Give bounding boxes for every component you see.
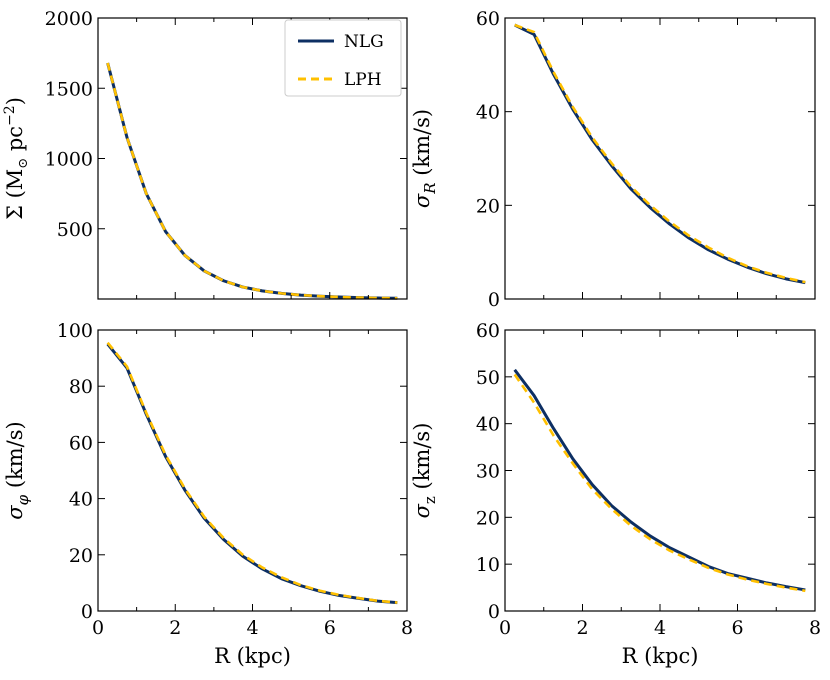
y-tick-label: 20	[476, 195, 500, 217]
y-tick-label: 40	[476, 102, 500, 124]
x-tick-label: 4	[654, 617, 666, 639]
y-tick-label: 0	[488, 289, 500, 311]
x-tick-label: 4	[246, 617, 258, 639]
series-line-lph	[513, 373, 806, 593]
y-tick-label: 0	[81, 601, 93, 623]
y-tick-label: 500	[57, 219, 93, 241]
x-axis-label: R (kpc)	[622, 644, 699, 668]
x-tick-label: 2	[169, 617, 181, 639]
y-tick-label: 60	[476, 320, 500, 342]
plot-frame	[97, 329, 408, 612]
panel-surface-density: 500 1000 1500 2000 Σ (M⊙ pc−2)	[2, 8, 408, 300]
panel-sigma-r: 0 20 40 60 σR (km/s)	[410, 8, 816, 311]
series-line-nlg	[513, 368, 806, 592]
x-tick-label: 6	[731, 617, 743, 639]
plot-frame	[504, 329, 816, 612]
series-line-nlg	[514, 23, 806, 285]
panel-sigma-z: 0 2 4 6 8 0 10 20 30 40 50 60 R (kpc) σz (km/s)	[410, 320, 821, 668]
x-tick-label: 8	[401, 617, 413, 639]
y-axis-label: σR (km/s)	[410, 109, 439, 208]
series-line-lph	[514, 23, 806, 284]
y-tick-label: 0	[488, 601, 500, 623]
x-tick-label: 0	[499, 617, 511, 639]
legend-label-nlg: NLG	[344, 32, 384, 52]
series-line-nlg	[106, 62, 398, 300]
y-axis-label: σφ (km/s)	[3, 421, 32, 519]
x-tick-label: 6	[324, 617, 336, 639]
y-tick-label: 10	[476, 554, 500, 576]
series-line-lph	[106, 62, 398, 300]
y-axis-label: Σ (M⊙ pc−2)	[2, 97, 31, 220]
legend-frame	[284, 19, 402, 97]
y-tick-label: 30	[476, 461, 500, 483]
legend: NLG LPH	[284, 19, 402, 97]
series-line-lph	[106, 341, 398, 604]
y-tick-label: 60	[476, 8, 500, 30]
x-tick-label: 0	[92, 617, 104, 639]
y-tick-label: 40	[69, 489, 93, 511]
series-line-nlg	[106, 343, 398, 605]
y-axis-label: σz (km/s)	[410, 423, 439, 519]
x-axis-label: R (kpc)	[214, 644, 291, 668]
x-tick-label: 8	[809, 617, 821, 639]
y-tick-label: 40	[476, 414, 500, 436]
y-tick-label: 1000	[45, 149, 93, 171]
y-tick-label: 100	[57, 320, 93, 342]
y-tick-label: 60	[69, 432, 93, 454]
x-tick-label: 2	[576, 617, 588, 639]
legend-label-lph: LPH	[344, 70, 382, 90]
y-tick-label: 1500	[45, 78, 93, 100]
y-tick-label: 80	[69, 376, 93, 398]
y-tick-label: 50	[476, 367, 500, 389]
y-tick-label: 2000	[45, 8, 93, 30]
plot-frame	[504, 17, 816, 300]
y-tick-label: 20	[69, 545, 93, 567]
y-tick-label: 20	[476, 507, 500, 529]
